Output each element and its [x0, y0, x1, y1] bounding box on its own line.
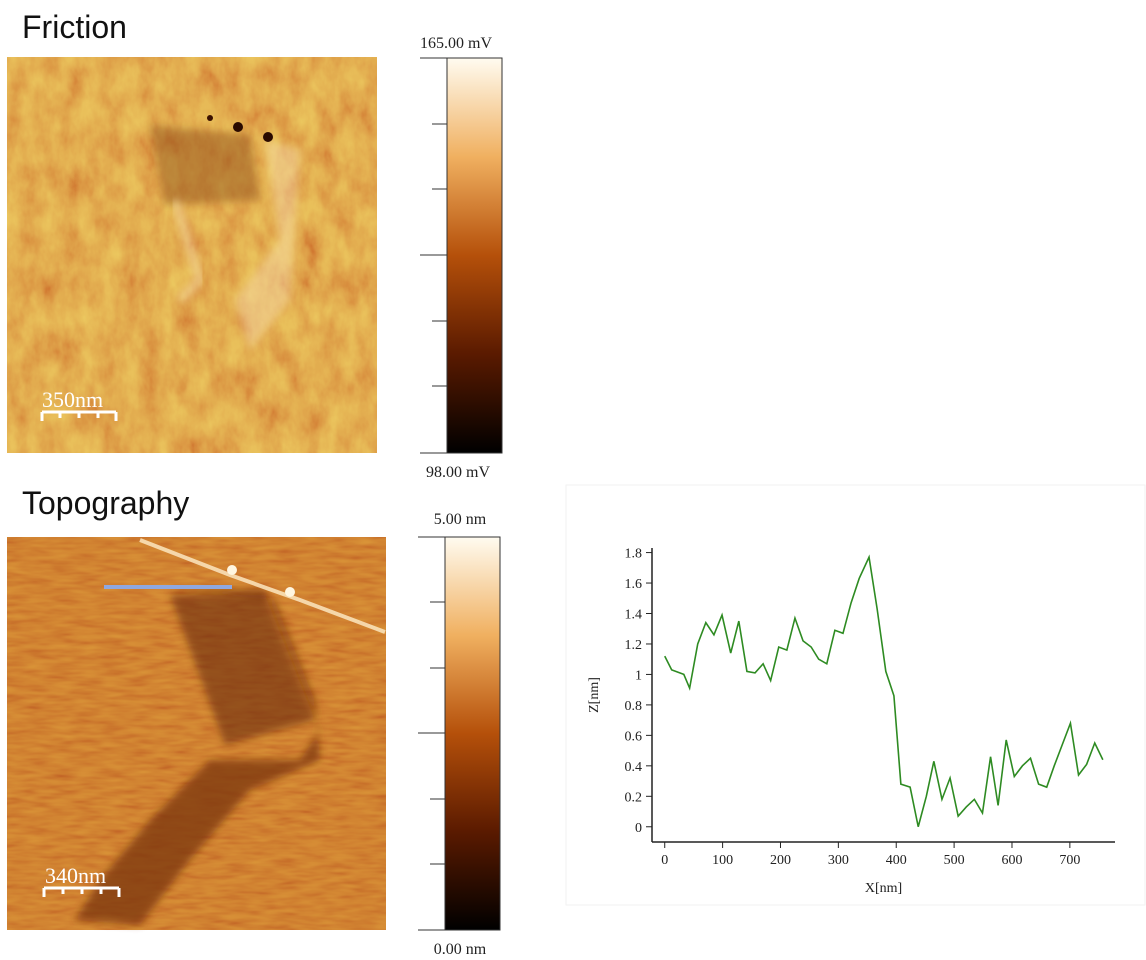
y-tick-label: 1.4 — [625, 608, 643, 623]
y-tick-label: 0.4 — [625, 760, 643, 775]
x-tick-label: 0 — [661, 853, 668, 868]
x-axis-label: X[nm] — [865, 881, 902, 896]
topography-image — [7, 537, 386, 930]
scale-bar-label: 340nm — [45, 863, 106, 888]
panel-title: Friction — [22, 9, 127, 45]
colorbar-max: 5.00 nm — [434, 511, 487, 528]
scale-bar: 340nm — [42, 863, 121, 897]
profile-chart: 0 0.2 0.4 0.6 0.8 1 1.2 1.4 1.6 1.8 0 100 200 300 400 5… — [587, 547, 1115, 896]
x-tick-label: 400 — [886, 853, 907, 868]
x-tick-label: 300 — [828, 853, 849, 868]
y-tick-label: 1 — [635, 668, 642, 683]
y-tick-label: 0.8 — [625, 699, 643, 714]
x-tick-label: 700 — [1059, 853, 1080, 868]
colorbar-min: 98.00 mV — [426, 464, 490, 481]
profile-line — [664, 554, 1104, 827]
colorbar-min: 0.00 nm — [434, 941, 487, 958]
y-tick-label: 1.8 — [625, 547, 643, 562]
x-tick-label: 100 — [712, 853, 733, 868]
scale-bar-label: 350nm — [42, 387, 103, 412]
y-tick-label: 0.2 — [625, 790, 643, 805]
x-tick-label: 200 — [770, 853, 791, 868]
y-tick-label: 0.6 — [625, 729, 643, 744]
chart-frame — [565, 484, 1146, 906]
colorbar-ticks — [418, 536, 445, 931]
scale-bar: 350nm — [40, 387, 118, 421]
colorbar — [444, 536, 501, 931]
friction-image — [7, 57, 377, 453]
y-tick-label: 1.6 — [625, 577, 643, 592]
colorbar-max: 165.00 mV — [420, 35, 492, 52]
colorbar-ticks — [420, 57, 447, 454]
y-tick-label: 0 — [635, 821, 642, 836]
y-axis-label: Z[nm] — [587, 677, 602, 713]
x-tick-label: 500 — [944, 853, 965, 868]
colorbar — [446, 57, 503, 454]
x-tick-label: 600 — [1001, 853, 1022, 868]
y-tick-label: 1.2 — [625, 638, 643, 653]
panel-title: Topography — [22, 485, 189, 521]
